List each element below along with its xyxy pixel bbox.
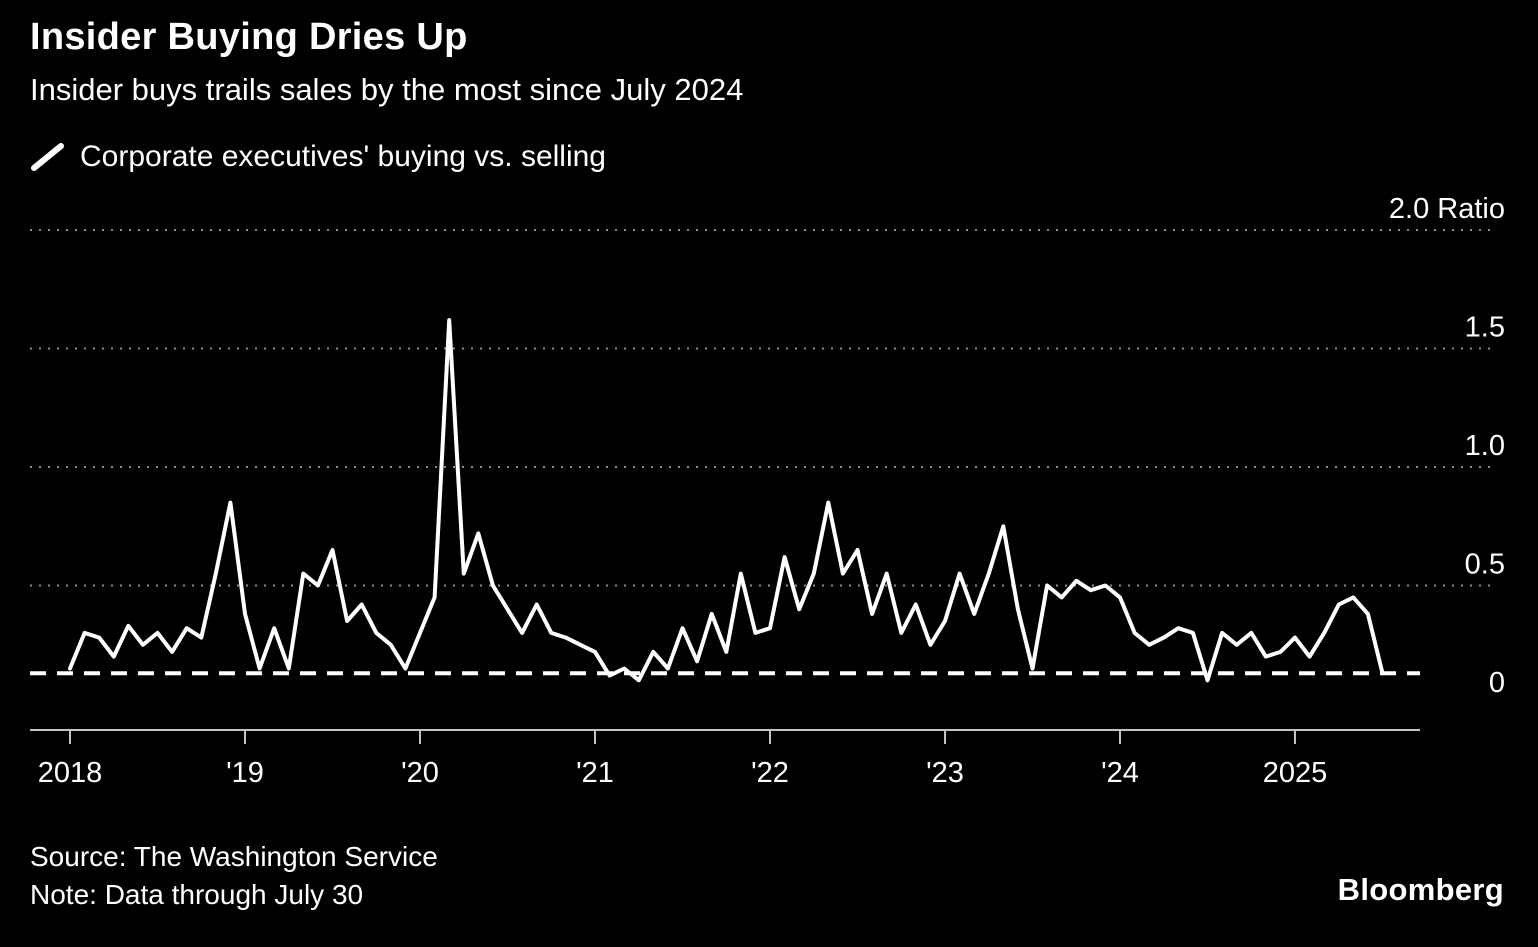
x-axis-label: '24 bbox=[1101, 757, 1139, 789]
legend-label: Corporate executives' buying vs. selling bbox=[80, 140, 606, 173]
legend: Corporate executives' buying vs. selling bbox=[30, 140, 606, 174]
x-axis-label: '23 bbox=[926, 757, 964, 789]
x-axis-label: 2025 bbox=[1263, 757, 1328, 789]
y-axis-label: 1.5 bbox=[1465, 312, 1505, 344]
x-axis-label: '19 bbox=[226, 757, 264, 789]
line-series-swatch-icon bbox=[30, 141, 66, 173]
y-axis-label: 2.0 Ratio bbox=[1389, 193, 1505, 225]
x-axis-label: 2018 bbox=[38, 757, 103, 789]
bloomberg-logo: Bloomberg bbox=[1337, 872, 1504, 907]
series-line bbox=[68, 318, 1385, 683]
chart-subtitle: Insider buys trails sales by the most si… bbox=[30, 72, 744, 107]
x-axis-label: '22 bbox=[751, 757, 789, 789]
source-text: Source: The Washington Service bbox=[30, 841, 438, 872]
y-axis-label: 0.5 bbox=[1465, 549, 1505, 581]
x-axis-label: '21 bbox=[576, 757, 614, 789]
note-text: Note: Data through July 30 bbox=[30, 879, 364, 910]
chart-title: Insider Buying Dries Up bbox=[30, 16, 468, 58]
x-axis-label: '20 bbox=[401, 757, 439, 789]
y-axis-label: 0 bbox=[1489, 667, 1505, 699]
y-axis-label: 1.0 bbox=[1465, 430, 1505, 462]
